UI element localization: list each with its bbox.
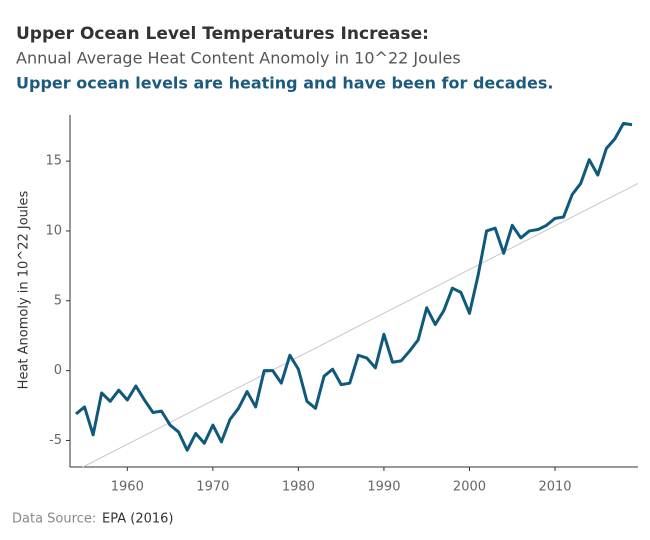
y-tick-label: 10 — [45, 223, 62, 238]
chart-subtitle: Annual Average Heat Content Anomoly in 1… — [16, 49, 461, 68]
trend-line — [82, 182, 639, 468]
annotation: Upper ocean levels are heating and have … — [16, 74, 553, 93]
source-prefix: Data Source: — [12, 512, 96, 527]
y-tick-label: 5 — [54, 293, 62, 308]
x-tick-label: 1970 — [196, 480, 229, 495]
source: EPA (2016) — [102, 512, 173, 527]
y-axis-label: Heat Anomoly in 10^22 Joules — [17, 190, 32, 389]
x-tick-label: 2010 — [538, 480, 571, 495]
x-tick-label: 1960 — [111, 480, 144, 495]
y-tick-label: 15 — [45, 154, 62, 169]
x-tick-label: 1980 — [282, 480, 315, 495]
x-tick-label: 2000 — [453, 480, 486, 495]
x-tick-label: 1990 — [367, 480, 400, 495]
chart-title: Upper Ocean Level Temperatures Increase: — [16, 24, 429, 44]
y-tick-label: 0 — [54, 363, 62, 378]
data-line — [75, 121, 633, 452]
y-tick-label: -5 — [49, 433, 62, 448]
